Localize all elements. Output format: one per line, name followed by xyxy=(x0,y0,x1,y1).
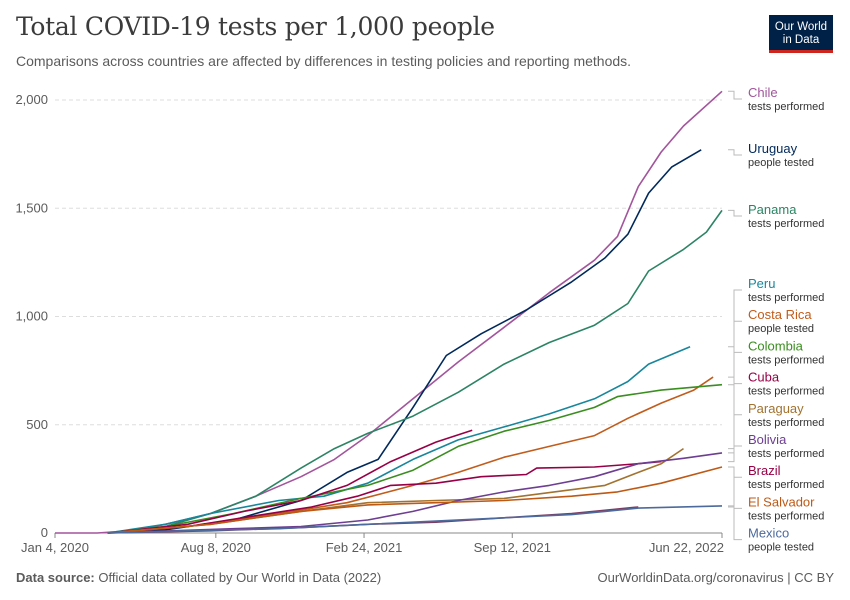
series-line-cuba xyxy=(107,460,662,534)
series-line-el-salvador xyxy=(107,466,723,534)
series-label-note: tests performed xyxy=(748,386,824,398)
x-tick-label: Sep 12, 2021 xyxy=(474,540,551,555)
label-connector xyxy=(728,289,742,348)
label-connector xyxy=(728,505,742,541)
series-label-cuba: Cuba xyxy=(748,370,780,385)
series-label-note: people tested xyxy=(748,157,814,169)
logo-line-2: in Data xyxy=(782,34,820,46)
label-connector xyxy=(728,466,742,509)
label-connector xyxy=(728,351,742,386)
series-label-uruguay: Uruguay xyxy=(748,141,798,156)
data-source-label: Data source: xyxy=(16,570,95,585)
series-label-panama: Panama xyxy=(748,202,797,217)
series-line-mexico xyxy=(107,505,723,534)
series-label-note: people tested xyxy=(748,323,814,335)
series-label-el-salvador: El Salvador xyxy=(748,494,815,509)
series-label-paraguay: Paraguay xyxy=(748,401,804,416)
series-label-note: tests performed xyxy=(748,448,824,460)
series-label-peru: Peru xyxy=(748,276,775,291)
series-label-bolivia: Bolivia xyxy=(748,432,787,447)
y-tick-label: 0 xyxy=(41,525,48,540)
label-connector xyxy=(728,149,742,156)
chart-subtitle: Comparisons across countries are affecte… xyxy=(16,53,632,69)
data-source-note: Data source: Official data collated by O… xyxy=(16,570,381,585)
series-label-note: people tested xyxy=(748,542,814,554)
label-connector xyxy=(728,383,742,463)
label-connector xyxy=(728,320,742,378)
series-line-bolivia xyxy=(107,452,723,534)
series-label-brazil: Brazil xyxy=(748,463,781,478)
series-label-note: tests performed xyxy=(748,354,824,366)
series-line-costa-rica xyxy=(107,376,714,534)
y-tick-label: 500 xyxy=(26,417,48,432)
series-line-peru xyxy=(107,346,691,534)
series-label-mexico: Mexico xyxy=(748,526,789,541)
series-label-chile: Chile xyxy=(748,85,778,100)
chart-title: Total COVID-19 tests per 1,000 people xyxy=(16,12,495,41)
y-tick-label: 1,000 xyxy=(15,309,48,324)
x-tick-label: Jun 22, 2022 xyxy=(649,540,724,555)
x-tick-label: Aug 8, 2020 xyxy=(181,540,251,555)
label-connector xyxy=(728,209,742,217)
series-label-note: tests performed xyxy=(748,292,824,304)
series-line-chile xyxy=(55,90,723,534)
series-label-note: tests performed xyxy=(748,417,824,429)
label-connector xyxy=(728,476,742,508)
y-tick-label: 1,500 xyxy=(15,200,48,215)
series-label-colombia: Colombia xyxy=(748,338,804,353)
logo-line-1: Our World xyxy=(774,21,828,33)
series-label-note: tests performed xyxy=(748,218,824,230)
series-label-note: tests performed xyxy=(748,101,824,113)
label-connector xyxy=(728,90,742,100)
y-tick-label: 2,000 xyxy=(15,92,48,107)
data-source-text: Official data collated by Our World in D… xyxy=(98,570,382,585)
series-line-panama xyxy=(107,209,723,534)
label-connector xyxy=(728,414,742,450)
x-tick-label: Jan 4, 2020 xyxy=(21,540,89,555)
series-label-note: tests performed xyxy=(748,510,824,522)
x-tick-label: Feb 24, 2021 xyxy=(326,540,403,555)
series-label-note: tests performed xyxy=(748,479,824,491)
series-label-costa-rica: Costa Rica xyxy=(748,307,812,322)
owid-logo[interactable]: Our World in Data xyxy=(769,15,833,53)
source-link[interactable]: OurWorldinData.org/coronavirus | CC BY xyxy=(597,570,834,585)
label-connector xyxy=(728,445,742,454)
series-line-uruguay xyxy=(107,149,702,534)
series-line-cuba xyxy=(107,429,473,534)
